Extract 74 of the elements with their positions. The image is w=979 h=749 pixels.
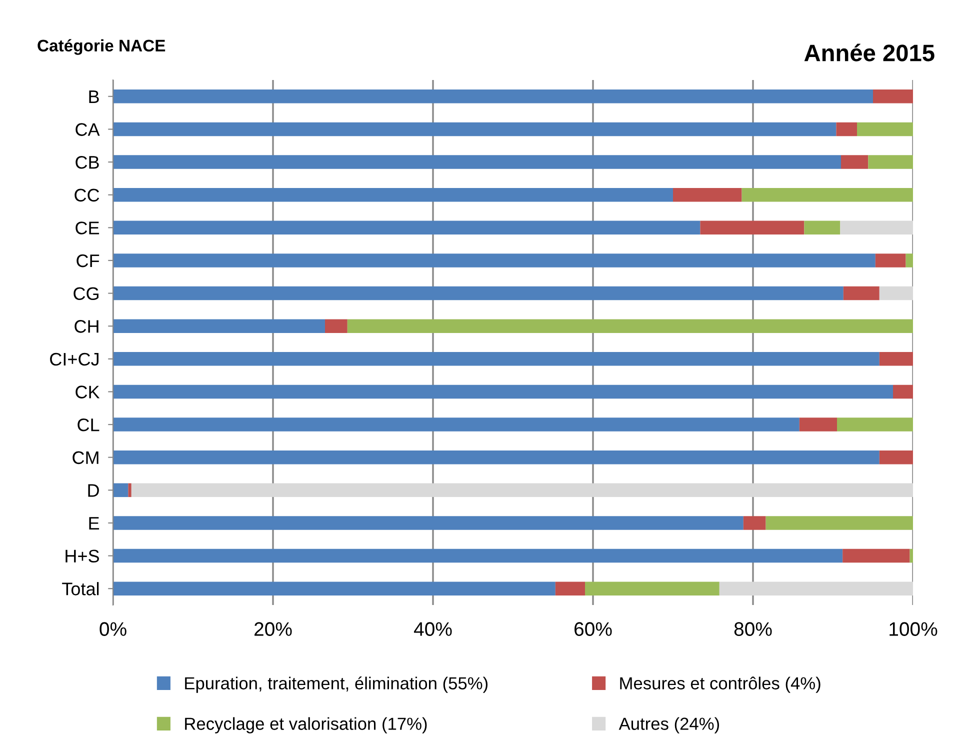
bar — [873, 90, 913, 104]
bar — [840, 220, 913, 235]
x-tick-label: 20% — [254, 622, 292, 636]
bar — [113, 483, 128, 498]
y-tick-label: CI+CJ — [50, 352, 98, 366]
y-tick-label: B — [89, 90, 99, 103]
chart-title: Année 2015 — [804, 44, 934, 62]
bar — [804, 220, 840, 235]
legend-label: Epuration, traitement, élimination (55%) — [185, 676, 488, 693]
bar — [879, 450, 913, 464]
bar — [113, 450, 880, 464]
bar — [879, 352, 913, 366]
x-tick-label: 0% — [100, 622, 126, 636]
bar — [113, 516, 744, 530]
bar — [766, 516, 913, 530]
y-tick-label: E — [89, 517, 100, 530]
legend-label: Mesures et contrôles (4%) — [620, 676, 820, 693]
bar — [836, 122, 857, 136]
bar — [325, 319, 348, 333]
bar — [113, 188, 673, 202]
bar — [585, 582, 720, 596]
bar — [128, 483, 132, 498]
legend-label: Recyclage et valorisation (17%) — [185, 717, 427, 734]
bar — [113, 548, 843, 563]
bar — [555, 582, 585, 596]
y-tick-label: D — [88, 484, 99, 497]
bar — [113, 319, 325, 333]
bar — [837, 418, 913, 432]
bar — [113, 582, 556, 596]
bar — [875, 254, 906, 268]
bar — [742, 188, 913, 202]
bar — [113, 418, 800, 432]
y-tick-label: CB — [76, 156, 99, 169]
bar — [841, 155, 868, 169]
bar — [700, 220, 804, 235]
bar — [131, 483, 913, 498]
y-tick-label: CK — [76, 386, 100, 398]
bar — [843, 286, 880, 300]
y-tick-label: CG — [74, 287, 98, 300]
bar — [743, 516, 766, 530]
bar — [879, 286, 913, 300]
bar — [719, 582, 913, 596]
bar — [799, 418, 837, 432]
bar — [113, 352, 880, 366]
bar — [113, 220, 700, 235]
bar — [906, 254, 913, 268]
bar — [113, 155, 841, 169]
bar — [113, 122, 836, 136]
y-tick-label: CC — [74, 188, 100, 202]
legend-label: Autres (24%) — [618, 717, 720, 734]
bar — [113, 384, 893, 399]
y-tick-label: H+S — [66, 550, 99, 562]
bar — [347, 319, 913, 333]
bar — [113, 90, 873, 104]
bar — [113, 254, 876, 268]
bar — [113, 286, 844, 300]
bar — [857, 122, 913, 136]
y-tick-label: Total — [62, 582, 99, 596]
y-tick-label: CA — [76, 123, 100, 136]
bar — [910, 548, 913, 563]
bar — [673, 188, 742, 202]
bar — [842, 548, 910, 563]
y-axis-title: Catégorie NACE — [38, 39, 166, 55]
bar — [893, 384, 913, 399]
y-tick-label: CH — [74, 320, 98, 333]
x-tick-label: 100% — [890, 622, 938, 636]
x-tick-label: 40% — [414, 622, 452, 636]
y-tick-label: CL — [78, 418, 100, 432]
x-tick-label: 60% — [574, 622, 612, 636]
y-tick-label: CM — [72, 451, 98, 464]
bar — [868, 155, 913, 169]
y-tick-label: CE — [76, 222, 100, 234]
x-tick-label: 80% — [734, 622, 772, 636]
y-tick-label: CF — [76, 254, 100, 268]
